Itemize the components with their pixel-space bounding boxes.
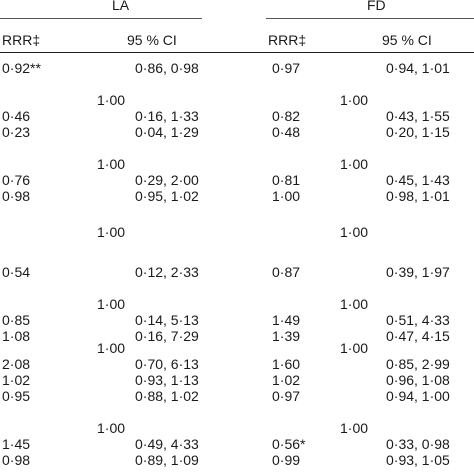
la-ci-cell: 0·70, 6·13 (135, 356, 199, 372)
fd-ci-cell: 0·33, 0·98 (386, 436, 450, 452)
la-ci-cell: 0·16, 1·33 (135, 108, 199, 124)
la-ci-cell: 0·86, 0·98 (135, 60, 199, 76)
la-ci-cell: 0·95, 1·02 (135, 188, 199, 204)
fd-ci-cell: 0·39, 1·97 (386, 264, 450, 280)
la-rrr-cell: 0·92** (2, 60, 41, 76)
fd-ci-cell: 0·51, 4·33 (386, 312, 450, 328)
la-ci-cell: 0·49, 4·33 (135, 436, 199, 452)
la-reference-value: 1·00 (97, 340, 126, 356)
fd-rrr-cell: 0·48 (272, 124, 301, 140)
la-rrr-cell: 0·54 (2, 264, 31, 280)
la-rrr-cell: 0·46 (2, 108, 31, 124)
la-group-rule (0, 18, 202, 19)
la-group-header: LA (112, 0, 130, 13)
la-rrr-cell: 1·45 (2, 436, 31, 452)
fd-rrr-cell: 0·99 (272, 452, 301, 468)
la-reference-value: 1·00 (97, 92, 126, 108)
fd-ci-cell: 0·94, 1·00 (386, 388, 450, 404)
fd-rrr-cell: 1·00 (272, 188, 301, 204)
la-ci-cell: 0·29, 2·00 (135, 172, 199, 188)
fd-rrr-cell: 0·81 (272, 172, 301, 188)
la-rrr-cell: 2·08 (2, 356, 31, 372)
la-ci-cell: 0·04, 1·29 (135, 124, 199, 140)
la-rrr-cell: 0·98 (2, 452, 31, 468)
fd-rrr-cell: 1·60 (272, 356, 301, 372)
la-reference-value: 1·00 (97, 224, 126, 240)
la-ci-cell: 0·88, 1·02 (135, 388, 199, 404)
fd-ci-cell: 0·85, 2·99 (386, 356, 450, 372)
fd-reference-value: 1·00 (340, 156, 369, 172)
fd-rrr-cell: 0·56* (272, 436, 306, 452)
la-rrr-cell: 0·23 (2, 124, 31, 140)
fd-ci-cell: 0·20, 1·15 (386, 124, 450, 140)
fd-ci-cell: 0·93, 1·05 (386, 452, 450, 468)
fd-ci-cell: 0·45, 1·43 (386, 172, 450, 188)
fd-rrr-header: RRR‡ (268, 32, 307, 48)
fd-rrr-cell: 1·49 (272, 312, 301, 328)
la-reference-value: 1·00 (97, 296, 126, 312)
la-rrr-cell: 0·76 (2, 172, 31, 188)
la-reference-value: 1·00 (97, 420, 126, 436)
fd-reference-value: 1·00 (340, 340, 369, 356)
fd-ci-cell: 0·96, 1·08 (386, 372, 450, 388)
la-rrr-cell: 1·02 (2, 372, 31, 388)
fd-group-header: FD (367, 0, 386, 13)
la-ci-cell: 0·14, 5·13 (135, 312, 199, 328)
la-ci-cell: 0·89, 1·09 (135, 452, 199, 468)
fd-reference-value: 1·00 (340, 420, 369, 436)
la-rrr-cell: 1·08 (2, 328, 31, 344)
la-rrr-header: RRR‡ (2, 32, 41, 48)
fd-reference-value: 1·00 (340, 92, 369, 108)
fd-group-rule (266, 18, 474, 19)
fd-ci-cell: 0·43, 1·55 (386, 108, 450, 124)
fd-rrr-cell: 1·02 (272, 372, 301, 388)
fd-ci-cell: 0·47, 4·15 (386, 328, 450, 344)
la-rrr-cell: 0·98 (2, 188, 31, 204)
header-rule (0, 52, 474, 53)
fd-rrr-cell: 0·87 (272, 264, 301, 280)
fd-rrr-cell: 0·82 (272, 108, 301, 124)
la-rrr-cell: 0·95 (2, 388, 31, 404)
la-ci-cell: 0·12, 2·33 (135, 264, 199, 280)
fd-reference-value: 1·00 (340, 296, 369, 312)
fd-rrr-cell: 0·97 (272, 60, 301, 76)
la-reference-value: 1·00 (97, 156, 126, 172)
fd-ci-header: 95 % CI (382, 32, 432, 48)
la-ci-header: 95 % CI (127, 32, 177, 48)
fd-ci-cell: 0·98, 1·01 (386, 188, 450, 204)
fd-rrr-cell: 1·39 (272, 328, 301, 344)
la-rrr-cell: 0·85 (2, 312, 31, 328)
la-ci-cell: 0·16, 7·29 (135, 328, 199, 344)
fd-ci-cell: 0·94, 1·01 (386, 60, 450, 76)
la-ci-cell: 0·93, 1·13 (135, 372, 199, 388)
fd-rrr-cell: 0·97 (272, 388, 301, 404)
fd-reference-value: 1·00 (340, 224, 369, 240)
